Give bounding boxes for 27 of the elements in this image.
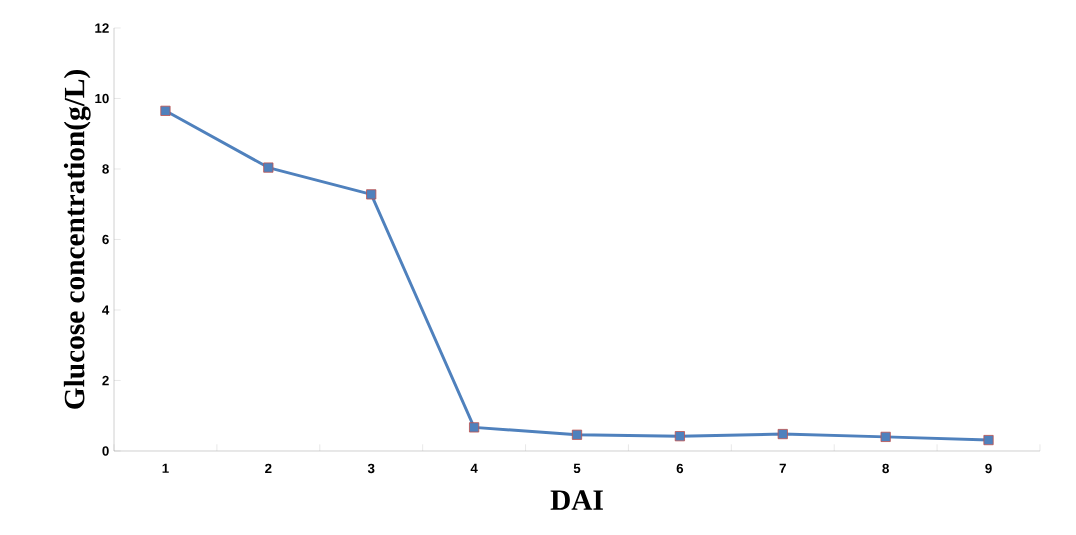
x-tick-label: 2 <box>265 463 272 474</box>
x-tick-label: 4 <box>470 463 478 473</box>
y-tick-label: 0 <box>102 446 109 456</box>
x-tick-label: 8 <box>882 463 889 474</box>
point <box>263 162 274 173</box>
y-tick-label: 4 <box>102 305 110 315</box>
x-tick-label: 5 <box>573 463 581 473</box>
x-axis-title: DAI <box>550 490 603 510</box>
y-tick-label: 2 <box>102 375 109 386</box>
x-tick-label: 7 <box>779 463 786 473</box>
point <box>366 189 377 200</box>
x-tick-label: 9 <box>985 463 992 474</box>
point <box>880 431 891 442</box>
point <box>777 429 788 440</box>
point <box>983 434 994 446</box>
y-tick-label: 6 <box>102 234 109 245</box>
y-axis-title: Glucose concentration(g/L) <box>63 70 91 409</box>
x-tick-label: 6 <box>676 463 684 474</box>
point <box>571 429 583 440</box>
y-tick-label: 8 <box>102 164 109 174</box>
point <box>160 105 171 116</box>
x-tick-label: 3 <box>367 463 375 474</box>
x-tick-label: 1 <box>162 463 169 473</box>
y-tick-label: 10 <box>95 93 109 104</box>
point <box>469 422 480 433</box>
y-tick-label: 12 <box>95 23 109 33</box>
point <box>674 431 685 442</box>
